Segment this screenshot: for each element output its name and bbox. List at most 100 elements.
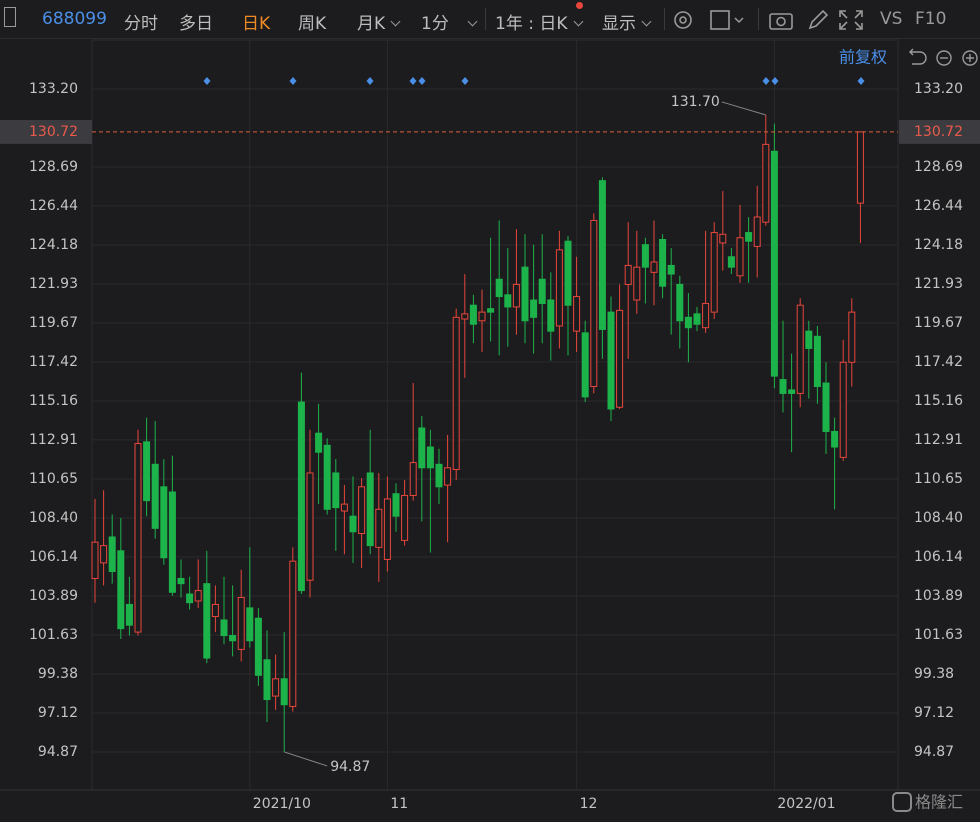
y-tick-label-right: 128.69	[914, 159, 963, 175]
event-marker[interactable]	[203, 77, 211, 85]
separator	[485, 8, 486, 30]
zoom-in-glyph	[966, 54, 974, 62]
pen-icon[interactable]	[808, 9, 829, 30]
y-tick-label-right: 117.42	[914, 354, 963, 370]
sidebar-toggle[interactable]	[4, 7, 16, 27]
y-tick-label-right: 112.91	[914, 432, 963, 448]
candle-body	[770, 150, 778, 377]
tab-label: 1分	[421, 14, 449, 34]
tab[interactable]: 1分	[421, 9, 478, 34]
watermark: 格隆汇	[892, 792, 963, 812]
candle-body	[710, 232, 718, 313]
candle-body	[538, 278, 546, 304]
event-marker[interactable]	[771, 77, 779, 85]
y-tick-label: 101.63	[29, 627, 78, 643]
event-marker[interactable]	[289, 77, 297, 85]
candle-body	[684, 316, 692, 329]
candle-body	[100, 545, 108, 564]
y-tick-label: 108.40	[29, 510, 78, 526]
candle-body	[659, 238, 667, 287]
candle-body	[762, 143, 770, 223]
candle-body	[452, 316, 460, 471]
candle-body	[186, 593, 194, 604]
event-marker[interactable]	[762, 77, 770, 85]
candle-body	[263, 659, 271, 701]
candle-body	[788, 389, 796, 394]
candle-body	[504, 294, 512, 308]
candle-body	[134, 443, 142, 633]
tab-active[interactable]: 日K	[242, 14, 271, 34]
candle-body	[547, 299, 555, 332]
y-tick-label: 128.69	[29, 159, 78, 175]
tab[interactable]: 分时	[124, 14, 158, 34]
chevron	[734, 17, 744, 24]
candle-body	[693, 313, 701, 325]
candle-body	[392, 493, 400, 517]
toolbar-icons	[769, 9, 863, 30]
candle-body	[487, 308, 495, 313]
tab[interactable]: 周K	[298, 14, 327, 34]
period-select[interactable]: 1年 : 日K	[495, 9, 583, 34]
box-icon[interactable]	[710, 10, 730, 30]
display-select[interactable]: 显示	[602, 9, 652, 34]
candle-body	[246, 607, 254, 642]
fullscreen-icon[interactable]	[839, 10, 863, 30]
period-label: 1年 : 日K	[495, 14, 568, 34]
y-tick-label-right: 119.67	[914, 315, 963, 331]
candle-body	[607, 311, 615, 410]
y-tick-label: 119.67	[29, 315, 78, 331]
candle-body	[667, 264, 675, 275]
y-tick-label: 124.18	[29, 237, 78, 253]
candle-body	[237, 597, 245, 650]
vs-button[interactable]: VS	[880, 9, 903, 29]
candle-body	[349, 515, 357, 533]
adjust-button[interactable]: 前复权	[839, 48, 887, 67]
candle-body	[813, 335, 821, 387]
candle-body	[478, 311, 486, 322]
event-marker[interactable]	[857, 77, 865, 85]
candle-body	[719, 233, 727, 244]
y-tick-label: 126.44	[29, 198, 78, 214]
last-price-label: 130.72	[29, 124, 78, 140]
stock-code[interactable]: 688099	[42, 9, 107, 29]
candle-body	[383, 498, 391, 560]
y-tick-label-right: 101.63	[914, 627, 963, 643]
candle-body	[366, 472, 374, 547]
candle-body	[469, 304, 477, 325]
candle-body	[564, 240, 572, 306]
camera-icon[interactable]	[769, 13, 793, 30]
candle-body	[805, 330, 813, 349]
candle-body	[272, 678, 280, 697]
y-tick-label: 103.89	[29, 588, 78, 604]
watermark-text: 格隆汇	[915, 793, 963, 812]
zoom-in[interactable]	[962, 50, 978, 66]
zoom-out[interactable]	[936, 50, 952, 66]
candle-body	[444, 467, 452, 486]
y-tick-label: 115.16	[29, 393, 78, 409]
event-marker[interactable]	[418, 77, 426, 85]
y-tick-label: 133.20	[29, 81, 78, 97]
tab-label: 月K	[357, 14, 386, 34]
y-tick-label-right: 115.16	[914, 393, 963, 409]
settings-icon[interactable]	[674, 11, 692, 29]
low-annotation: 94.87	[330, 759, 370, 775]
y-tick-label-right: 103.89	[914, 588, 963, 604]
candle-body	[203, 583, 211, 659]
f10-button[interactable]: F10	[915, 9, 947, 29]
y-tick-label: 110.65	[29, 471, 78, 487]
candle-body	[418, 427, 426, 469]
candle-body	[753, 216, 761, 247]
reset-icon[interactable]	[909, 48, 927, 65]
tab[interactable]: 月K	[357, 9, 401, 34]
y-tick-label-right: 126.44	[914, 198, 963, 214]
event-marker[interactable]	[461, 77, 469, 85]
event-markers	[203, 77, 865, 85]
red-dot	[576, 2, 583, 9]
event-marker[interactable]	[366, 77, 374, 85]
candle-body	[160, 486, 168, 559]
event-marker[interactable]	[409, 77, 417, 85]
tab[interactable]: 多日	[179, 14, 213, 34]
candle-body	[358, 486, 366, 535]
